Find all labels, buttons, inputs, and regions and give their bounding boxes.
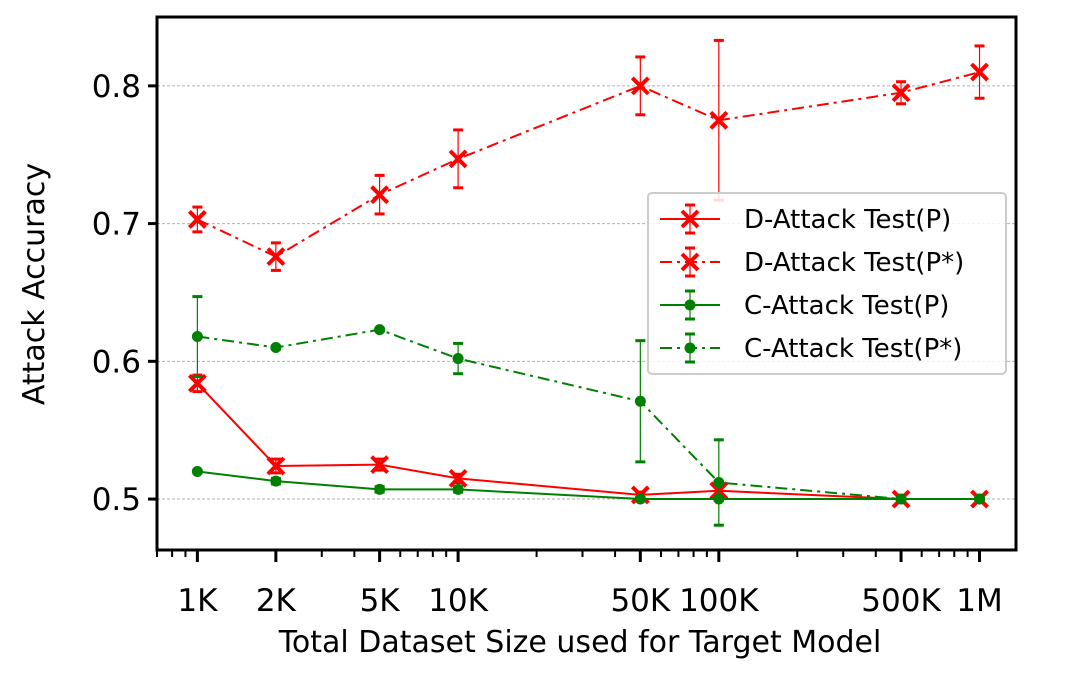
- data-point: [270, 475, 282, 487]
- data-point: [974, 493, 986, 505]
- data-point: [191, 465, 203, 477]
- marker-stroke: [891, 83, 911, 103]
- marker-stroke: [630, 76, 650, 96]
- y-tick-label: 0.6: [92, 344, 141, 380]
- legend-label: D-Attack Test(P*): [744, 248, 964, 278]
- x-axis-label: Total Dataset Size used for Target Model: [278, 625, 882, 660]
- data-point: [713, 477, 725, 489]
- marker-stroke: [266, 456, 286, 476]
- legend-item: D-Attack Test(P*): [660, 246, 964, 278]
- x-tick-label: 10K: [428, 583, 488, 619]
- marker-stroke: [680, 209, 700, 229]
- series-line: [197, 470, 980, 500]
- series-line: [197, 328, 980, 500]
- data-point: [374, 483, 386, 495]
- marker-stroke: [370, 185, 390, 205]
- data-point: [187, 210, 207, 229]
- legend-label: C-Attack Test(P): [744, 291, 949, 321]
- data-point: [895, 493, 907, 505]
- marker-stroke: [266, 247, 286, 267]
- plot-frame: [155, 15, 1018, 552]
- series-c-attack-test-p: [191, 295, 986, 527]
- legend-box: [647, 192, 1007, 375]
- data-point: [452, 353, 464, 365]
- x-tick-label: 100K: [679, 583, 759, 619]
- y-axis-label: Attack Accuracy: [17, 163, 52, 405]
- data-point: [448, 468, 468, 488]
- marker-stroke: [448, 468, 468, 488]
- data-point: [680, 209, 700, 229]
- legend: D-Attack Test(P) D-Attack Test(P*) C-Attac…: [647, 192, 1007, 375]
- data-point: [634, 493, 646, 505]
- marker-stroke: [680, 252, 700, 272]
- data-point: [370, 455, 390, 475]
- data-point: [630, 76, 650, 96]
- y-tick-label: 0.5: [92, 482, 141, 518]
- series-d-attack-test-p: [187, 373, 989, 509]
- data-point: [370, 185, 390, 205]
- data-point: [374, 324, 386, 336]
- y-axis-ticks: 0.5 0.6 0.7 0.8: [92, 69, 157, 518]
- data-point: [266, 456, 286, 476]
- legend-label: C-Attack Test(P*): [744, 334, 962, 364]
- data-point: [970, 62, 989, 82]
- series-line: [196, 382, 980, 500]
- data-point: [680, 252, 700, 272]
- data-point: [448, 149, 468, 169]
- x-tick-label: 2K: [256, 583, 297, 619]
- data-point: [270, 342, 282, 354]
- marker-stroke: [187, 210, 207, 229]
- legend-item: C-Attack Test(P): [660, 289, 949, 321]
- y-tick-label: 0.8: [92, 69, 141, 105]
- series-line: [196, 71, 980, 258]
- data-point: [187, 373, 207, 393]
- y-tick-label: 0.7: [92, 207, 141, 243]
- x-axis-ticks: 1K 2K 5K 10K 50K 100K 500K 1M: [156, 550, 1003, 619]
- legend-item: C-Attack Test(P*): [660, 332, 962, 364]
- data-point: [634, 395, 646, 407]
- marker-stroke: [370, 455, 390, 475]
- data-point: [266, 247, 286, 267]
- data-point: [684, 342, 696, 354]
- data-series: [187, 38, 989, 527]
- marker-stroke: [970, 62, 989, 82]
- data-point: [891, 83, 911, 103]
- legend-label: D-Attack Test(P): [744, 205, 951, 235]
- marker-stroke: [709, 110, 729, 130]
- data-point: [191, 331, 203, 343]
- data-point: [684, 299, 696, 311]
- x-tick-label: 1K: [177, 583, 218, 619]
- x-tick-label: 50K: [610, 583, 670, 619]
- marker-stroke: [187, 373, 207, 393]
- data-point: [452, 483, 464, 495]
- x-tick-label: 500K: [861, 583, 941, 619]
- marker-stroke: [448, 149, 468, 169]
- series-d-attack-test-p: [187, 38, 989, 272]
- x-tick-label: 1M: [956, 583, 1002, 619]
- data-point: [709, 110, 729, 130]
- x-tick-label: 5K: [360, 583, 401, 619]
- legend-item: D-Attack Test(P): [660, 203, 951, 235]
